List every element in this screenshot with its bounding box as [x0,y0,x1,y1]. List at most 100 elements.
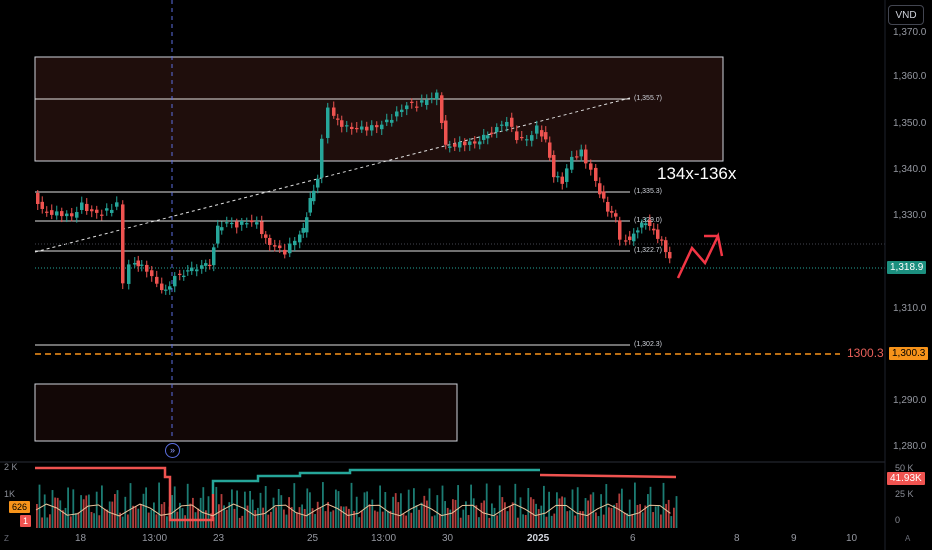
candle-body [463,141,467,146]
volume-bar [38,484,41,528]
volume-bar [238,517,241,528]
volume-bar [41,517,43,528]
candle-body [45,211,49,213]
volume-bar [433,515,436,528]
volume-bar [327,501,329,528]
candle-body [448,146,452,148]
candle-body [190,267,194,272]
volume-bar [506,511,509,528]
volume-bar [517,517,519,528]
auto-scale-button[interactable]: A [905,534,911,543]
candle-body [535,125,539,134]
candle-body [355,127,359,130]
volume-bar [46,517,49,528]
target-price-tag: 1,300.3 [889,347,929,360]
volume-bar [82,499,85,528]
volume-bar [246,505,249,528]
candle-body [100,214,104,216]
candle-body [332,107,336,116]
go-to-realtime-icon[interactable]: » [165,443,180,458]
candle-body [636,230,640,233]
candle-body [652,228,656,231]
time-axis-label: 9 [791,533,797,544]
volume-bar [420,502,423,528]
candle-body [380,124,384,130]
volume-bar [394,493,397,528]
volume-bar [335,489,337,528]
volume-bar [192,497,194,528]
volume-bar [579,510,582,528]
candle-body [186,270,190,272]
candle-body [250,220,254,223]
volume-bar [558,498,561,528]
candle-body [390,119,394,123]
volume-bar [418,509,420,528]
volume-bar [350,482,353,528]
candle-body [212,247,216,266]
candle-body [656,229,660,239]
volume-bar [600,494,602,528]
candle-body [50,210,54,215]
volume-bar [140,504,142,528]
volume-bar [129,483,132,528]
volume-bar [353,510,355,528]
candle-body [136,260,140,267]
candle-body [220,227,224,231]
candle-body [598,183,602,195]
trendline [34,97,631,253]
volume-bar [36,504,38,528]
volume-bar [667,499,670,528]
target-price-label: 1300.3 [847,346,884,360]
candle-body [594,167,598,181]
volume-bar [314,514,316,528]
volume-bar [423,495,426,528]
volume-bar [119,512,121,528]
volume-bar [322,482,324,528]
volume-bar [665,503,667,528]
candle-body [486,135,490,139]
volume-bar [550,515,553,528]
volume-bar [72,489,75,528]
currency-button[interactable]: VND [888,5,924,25]
candle-body [430,97,434,100]
lower-zone [34,383,458,442]
candle-body [164,289,168,291]
volume-bar [319,507,322,528]
zoom-corner-button[interactable]: Z [4,534,9,543]
volume-bar [478,517,480,528]
time-axis-label: 13:00 [371,533,397,544]
price-axis-label: 1,330.0 [893,210,927,221]
volume-bar [405,515,407,528]
current-price-tag: 1,318.9 [887,261,927,274]
candle-body [444,120,448,145]
volume-bar [147,512,150,528]
candle-body [589,163,593,170]
volume-bar [569,510,571,528]
candle-body [530,135,534,141]
volume-bar [366,491,368,528]
time-axis-label: 6 [630,533,636,544]
candle-body [505,121,509,127]
volume-bar [160,504,163,528]
volume-bar [498,485,501,528]
candle-body [316,178,320,188]
volume-bar [462,509,465,528]
volume-bar [56,497,59,528]
volume-bar [197,508,199,528]
candle-body [644,223,648,226]
candle-body [473,141,477,144]
volume-bar [415,505,418,528]
volume-bar [285,514,288,528]
volume-bar [103,508,106,528]
candle-body [525,139,529,141]
volume-ma-red-line-2 [539,473,677,479]
volume-axis-right-label: 0 [895,515,901,525]
volume-bar [166,516,168,528]
volume-ma-teal-line [211,468,540,494]
volume-bar [470,484,472,528]
candle-body [458,142,462,148]
volume-bar [649,486,652,528]
volume-bar [207,496,210,528]
